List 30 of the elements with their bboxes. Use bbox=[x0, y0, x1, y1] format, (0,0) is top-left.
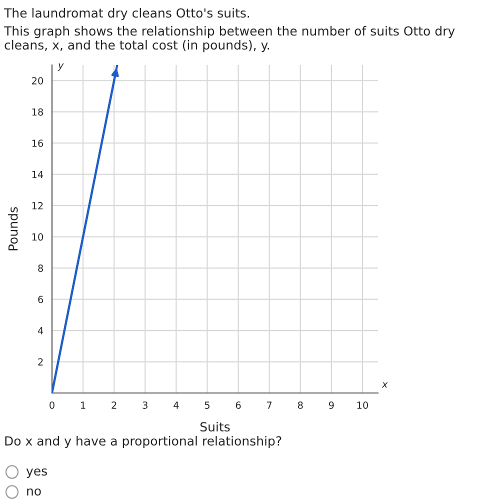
y-tick-label: 16 bbox=[32, 140, 44, 147]
text: yes bbox=[26, 468, 47, 478]
y-tick-label: 8 bbox=[38, 264, 43, 272]
x-tick-label: 10 bbox=[357, 402, 368, 409]
y-axis-title: Pounds bbox=[8, 207, 18, 250]
y-tick-label: 10 bbox=[32, 233, 44, 241]
y-tick-label: 14 bbox=[32, 170, 44, 178]
x-tick-label: 8 bbox=[298, 402, 303, 409]
x-axis-title: Suits bbox=[200, 422, 230, 432]
x-tick-label: 1 bbox=[81, 402, 86, 409]
x-tick-label: 0 bbox=[50, 402, 54, 409]
x-tick-label: 3 bbox=[142, 402, 148, 409]
chart-title: The laundromat dry cleans Otto's suits. bbox=[4, 8, 250, 20]
text: no bbox=[27, 488, 41, 496]
y-tick-label: 2 bbox=[38, 358, 43, 366]
x-tick-label: 7 bbox=[267, 402, 272, 409]
x-tick-label: 9 bbox=[328, 402, 334, 409]
text: Do x and y have a proportional relationship? bbox=[5, 436, 282, 448]
y-tick-label: 20 bbox=[32, 77, 44, 84]
x-tick-label: 2 bbox=[112, 402, 116, 409]
y-tick-label: 4 bbox=[38, 327, 44, 334]
x-tick-label: 4 bbox=[174, 402, 179, 409]
annotation: y bbox=[58, 63, 64, 71]
chart-subtitle: This graph shows the relationship between the number of suits Otto dry cleans, x, and the total cost (in pounds), y. bbox=[4, 26, 455, 52]
y-tick-label: 6 bbox=[38, 296, 44, 304]
y-tick-label: 12 bbox=[32, 202, 43, 210]
x-tick-label: 5 bbox=[204, 402, 210, 409]
x-tick-label: 6 bbox=[236, 402, 241, 409]
y-tick-label: 18 bbox=[32, 108, 43, 116]
text: x bbox=[382, 382, 388, 388]
